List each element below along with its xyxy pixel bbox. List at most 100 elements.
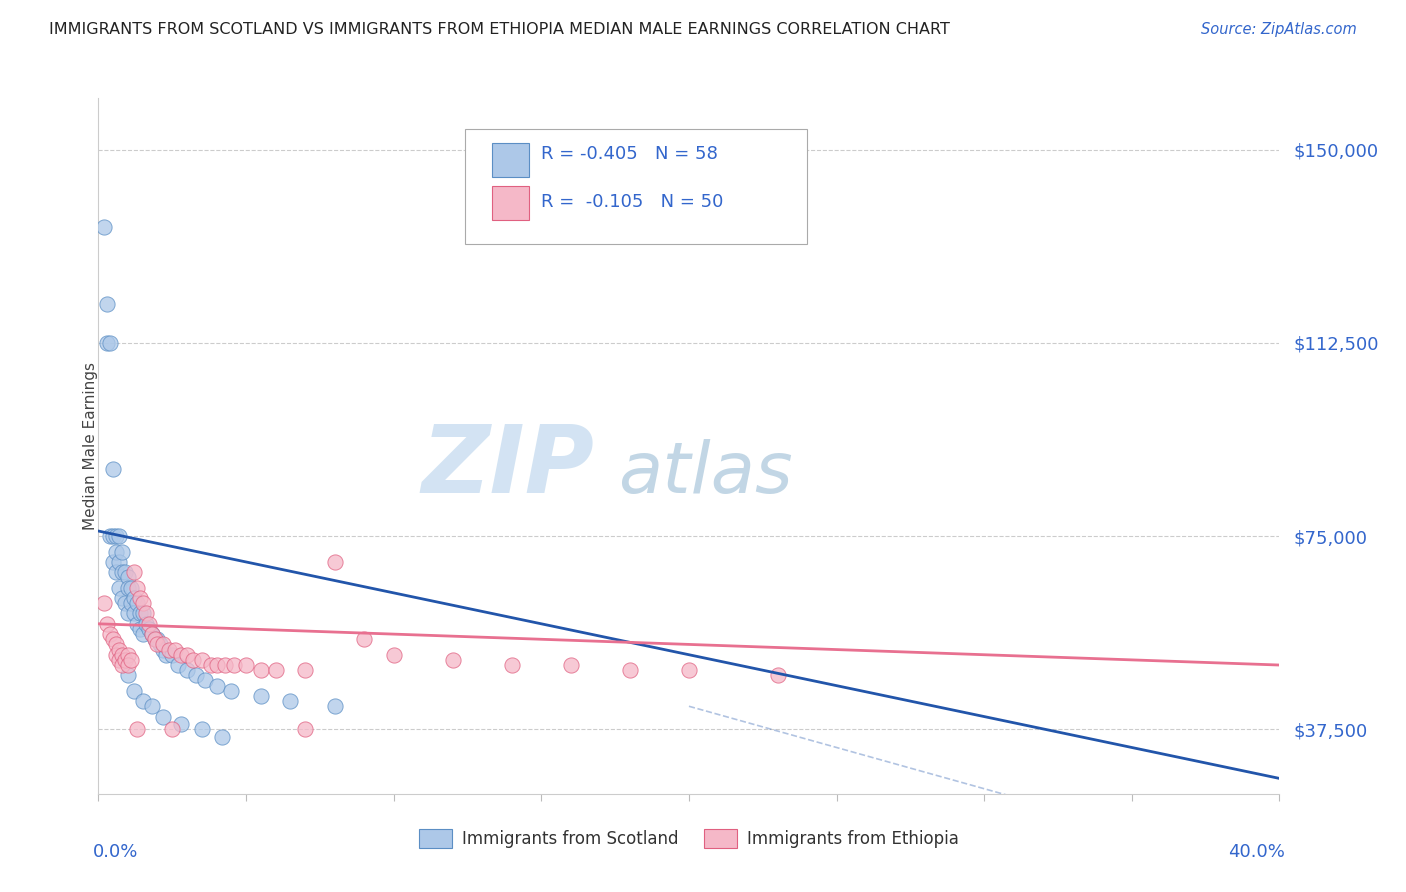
FancyBboxPatch shape — [464, 129, 807, 244]
Point — [176, 648, 198, 662]
Point — [132, 627, 155, 641]
Point — [128, 591, 150, 605]
Point — [114, 653, 136, 667]
Point — [122, 566, 145, 580]
Point — [96, 335, 118, 350]
Text: 0.0%: 0.0% — [93, 843, 138, 861]
FancyBboxPatch shape — [492, 186, 530, 220]
Point — [678, 663, 700, 677]
Point — [96, 616, 118, 631]
Text: Source: ZipAtlas.com: Source: ZipAtlas.com — [1201, 22, 1357, 37]
Point — [162, 723, 183, 737]
Point — [224, 658, 246, 673]
Point — [200, 658, 222, 673]
Point — [111, 591, 134, 605]
Point — [165, 642, 187, 657]
Point — [111, 566, 134, 580]
Point — [250, 663, 273, 677]
Point — [132, 607, 155, 621]
Point — [98, 627, 121, 641]
Point — [162, 648, 183, 662]
Point — [264, 663, 287, 677]
Point — [108, 555, 131, 569]
Point — [141, 627, 163, 641]
Point — [105, 566, 128, 580]
Legend: Immigrants from Scotland, Immigrants from Ethiopia: Immigrants from Scotland, Immigrants fro… — [412, 822, 966, 855]
Point — [323, 555, 346, 569]
Point — [211, 730, 233, 744]
Point — [294, 723, 316, 737]
Point — [441, 653, 464, 667]
Point — [294, 663, 316, 677]
Point — [157, 642, 180, 657]
Point — [501, 658, 523, 673]
Point — [103, 632, 125, 647]
Point — [98, 335, 121, 350]
Point — [111, 658, 134, 673]
Point — [117, 648, 139, 662]
Point — [93, 219, 115, 234]
Point — [103, 529, 125, 543]
Point — [214, 658, 236, 673]
Text: atlas: atlas — [619, 440, 793, 508]
Point — [132, 694, 155, 708]
Point — [141, 627, 163, 641]
Point — [108, 529, 131, 543]
Point — [117, 581, 139, 595]
Point — [146, 637, 169, 651]
Point — [120, 596, 142, 610]
Point — [111, 544, 134, 558]
Point — [191, 723, 214, 737]
Point — [170, 717, 193, 731]
Point — [353, 632, 375, 647]
Y-axis label: Median Male Earnings: Median Male Earnings — [83, 362, 97, 530]
Point — [170, 648, 193, 662]
FancyBboxPatch shape — [492, 144, 530, 177]
Point — [382, 648, 405, 662]
Point — [96, 297, 118, 311]
Point — [117, 570, 139, 584]
Text: R = -0.405   N = 58: R = -0.405 N = 58 — [541, 145, 718, 162]
Point — [205, 658, 228, 673]
Point — [103, 462, 125, 476]
Point — [250, 689, 273, 703]
Point — [176, 663, 198, 677]
Point — [181, 653, 204, 667]
Point — [111, 648, 134, 662]
Point — [128, 607, 150, 621]
Point — [205, 679, 228, 693]
Text: ZIP: ZIP — [422, 421, 595, 513]
Point — [114, 566, 136, 580]
Point — [122, 683, 145, 698]
Point — [143, 632, 166, 647]
Point — [117, 607, 139, 621]
Point — [135, 616, 157, 631]
Point — [191, 653, 214, 667]
Point — [125, 723, 148, 737]
Text: R =  -0.105   N = 50: R = -0.105 N = 50 — [541, 194, 724, 211]
Point — [146, 632, 169, 647]
Point — [152, 642, 174, 657]
Point — [194, 673, 217, 688]
Point — [619, 663, 641, 677]
Point — [155, 648, 177, 662]
Point — [105, 544, 128, 558]
Point — [149, 637, 172, 651]
Point — [125, 616, 148, 631]
Point — [98, 529, 121, 543]
Point — [235, 658, 257, 673]
Point — [560, 658, 582, 673]
Point — [117, 658, 139, 673]
Point — [122, 607, 145, 621]
Point — [105, 648, 128, 662]
Point — [103, 555, 125, 569]
Point — [125, 581, 148, 595]
Point — [105, 529, 128, 543]
Point — [184, 668, 207, 682]
Point — [135, 607, 157, 621]
Point — [152, 709, 174, 723]
Point — [128, 622, 150, 636]
Text: 40.0%: 40.0% — [1229, 843, 1285, 861]
Point — [93, 596, 115, 610]
Point — [143, 632, 166, 647]
